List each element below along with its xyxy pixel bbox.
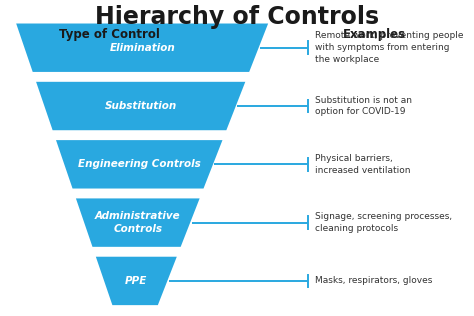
Text: Physical barriers,
increased ventilation: Physical barriers, increased ventilation xyxy=(315,154,410,175)
Polygon shape xyxy=(14,22,270,73)
Text: Signage, screening processes,
cleaning protocols: Signage, screening processes, cleaning p… xyxy=(315,212,452,233)
Text: Substitution is not an
option for COVID-19: Substitution is not an option for COVID-… xyxy=(315,96,412,116)
Text: Elimination: Elimination xyxy=(109,43,175,53)
Text: Type of Control: Type of Control xyxy=(59,28,159,41)
Text: Remote work, preventing people
with symptoms from entering
the workplace: Remote work, preventing people with symp… xyxy=(315,31,464,64)
Polygon shape xyxy=(94,255,179,307)
Polygon shape xyxy=(74,197,201,248)
Text: Masks, respirators, gloves: Masks, respirators, gloves xyxy=(315,276,433,285)
Text: Administrative
Controls: Administrative Controls xyxy=(95,211,181,234)
Text: Hierarchy of Controls: Hierarchy of Controls xyxy=(95,5,379,29)
Polygon shape xyxy=(54,139,225,190)
Text: Engineering Controls: Engineering Controls xyxy=(78,159,201,169)
Text: Examples: Examples xyxy=(343,28,406,41)
Text: Substitution: Substitution xyxy=(105,101,177,111)
Text: PPE: PPE xyxy=(125,276,147,286)
Polygon shape xyxy=(34,80,247,131)
